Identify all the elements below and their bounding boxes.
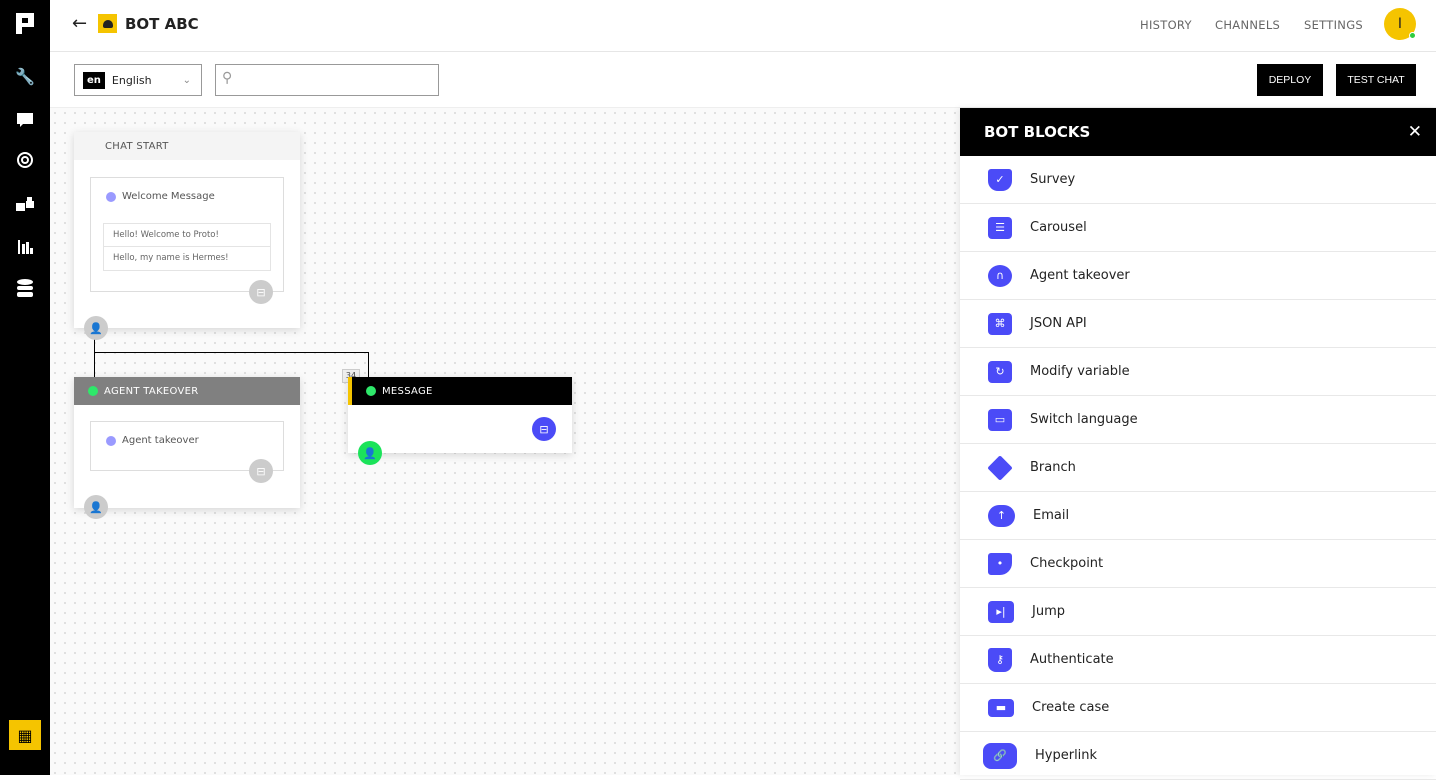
- wrench-icon[interactable]: 🔧: [15, 66, 35, 86]
- chat-start-node[interactable]: CHAT START Welcome Message Hello! Welcom…: [74, 132, 300, 340]
- block-label: Agent takeover: [1030, 268, 1130, 283]
- block-carousel[interactable]: ☰ Carousel: [960, 204, 1436, 252]
- logo-icon[interactable]: [13, 12, 37, 36]
- block-label: Checkpoint: [1030, 556, 1104, 571]
- building-icon[interactable]: ▦: [9, 720, 41, 750]
- back-arrow-icon[interactable]: ←: [72, 13, 88, 34]
- chat-bubble-icon: [88, 386, 98, 396]
- node-title: MESSAGE: [382, 385, 433, 397]
- block-agent-takeover[interactable]: ∩ Agent takeover: [960, 252, 1436, 300]
- connector-line: [94, 352, 369, 353]
- card-title: Agent takeover: [122, 435, 199, 446]
- close-icon[interactable]: ✕: [1407, 122, 1422, 142]
- block-checkpoint[interactable]: • Checkpoint: [960, 540, 1436, 588]
- add-bot-reply-icon[interactable]: ⊟: [532, 417, 556, 441]
- connector-line: [94, 336, 95, 377]
- cloud-upload-icon: ↑: [988, 504, 1015, 527]
- database-icon[interactable]: [13, 276, 37, 300]
- block-label: Hyperlink: [1035, 748, 1098, 763]
- message-text: Hello, my name is Hermes!: [113, 253, 229, 263]
- avatar[interactable]: I: [1384, 8, 1416, 40]
- lang-label: English: [111, 73, 152, 87]
- briefcase-icon: ▬: [988, 698, 1014, 717]
- nav-history[interactable]: HISTORY: [1140, 18, 1192, 32]
- blocks-icon[interactable]: [13, 192, 37, 216]
- connector-line: [368, 352, 369, 377]
- node-title: AGENT TAKEOVER: [104, 385, 199, 397]
- block-json-api[interactable]: ⌘ JSON API: [960, 300, 1436, 348]
- add-user-icon[interactable]: 👤: [84, 316, 108, 340]
- search-icon: ⚲: [222, 70, 233, 86]
- add-user-icon[interactable]: 👤: [84, 495, 108, 519]
- block-hyperlink[interactable]: 🔗 Hyperlink: [960, 732, 1436, 780]
- block-label: Email: [1033, 508, 1070, 523]
- chat-bubble-icon: [106, 191, 116, 202]
- block-modify-variable[interactable]: ↻ Modify variable: [960, 348, 1436, 396]
- lang-code: en: [83, 71, 105, 89]
- block-jump[interactable]: ▸| Jump: [960, 588, 1436, 636]
- tag-icon: •: [988, 552, 1012, 575]
- card-title: Welcome Message: [122, 191, 215, 202]
- avatar-initial: I: [1397, 16, 1403, 32]
- target-icon[interactable]: [13, 148, 37, 172]
- refresh-icon: ↻: [988, 360, 1012, 383]
- online-status-dot: [1409, 32, 1416, 39]
- language-select[interactable]: en English ⌄: [74, 64, 202, 96]
- block-label: Survey: [1030, 172, 1076, 187]
- header: ← BOT ABC HISTORY CHANNELS SETTINGS: [50, 0, 1436, 52]
- block-label: Jump: [1032, 604, 1065, 619]
- page-title: BOT ABC: [125, 15, 199, 33]
- message-node[interactable]: MESSAGE ⊟ 👤: [348, 377, 572, 465]
- link-icon: 🔗: [983, 742, 1017, 769]
- search-input[interactable]: ⚲: [215, 64, 439, 96]
- nav-settings[interactable]: SETTINGS: [1304, 18, 1364, 32]
- chat-icon[interactable]: [13, 108, 37, 132]
- test-chat-button[interactable]: TEST CHAT: [1336, 64, 1416, 96]
- message-text: Hello! Welcome to Proto!: [104, 224, 270, 247]
- block-switch-language[interactable]: ▭ Switch language: [960, 396, 1436, 444]
- list-icon: ☰: [988, 216, 1012, 239]
- skip-icon: ▸|: [988, 600, 1014, 623]
- nav-channels[interactable]: CHANNELS: [1215, 18, 1281, 32]
- language-icon: ▭: [988, 408, 1012, 431]
- block-label: JSON API: [1030, 316, 1087, 331]
- key-icon: ⚷: [988, 647, 1012, 672]
- block-label: Branch: [1030, 460, 1076, 475]
- deploy-button[interactable]: DEPLOY: [1257, 64, 1323, 96]
- block-create-case[interactable]: ▬ Create case: [960, 684, 1436, 732]
- chat-bubble-icon: [366, 386, 376, 396]
- analytics-icon[interactable]: [13, 234, 37, 258]
- sidebar: 🔧 ▦: [0, 0, 50, 775]
- block-label: Carousel: [1030, 220, 1087, 235]
- agent-takeover-node[interactable]: AGENT TAKEOVER Agent takeover ⊟ 👤: [74, 377, 300, 519]
- bot-blocks-panel: BOT BLOCKS ✕ ✓ Survey ☰ Carousel ∩ Agent tak…: [960, 108, 1436, 780]
- bot-icon: [98, 14, 117, 33]
- headset-icon: [106, 435, 116, 446]
- add-bot-reply-icon[interactable]: ⊟: [249, 280, 273, 304]
- block-email[interactable]: ↑ Email: [960, 492, 1436, 540]
- add-bot-reply-icon[interactable]: ⊟: [249, 459, 273, 483]
- add-user-icon[interactable]: 👤: [358, 441, 382, 465]
- flow-canvas[interactable]: CHAT START Welcome Message Hello! Welcom…: [50, 108, 960, 775]
- command-icon: ⌘: [988, 312, 1012, 335]
- node-title: CHAT START: [74, 132, 300, 160]
- chevron-down-icon: ⌄: [182, 74, 191, 86]
- welcome-message-card[interactable]: Welcome Message Hello! Welcome to Proto!…: [90, 177, 284, 304]
- block-label: Switch language: [1030, 412, 1138, 427]
- headset-icon: ∩: [988, 264, 1012, 287]
- block-branch[interactable]: Branch: [960, 444, 1436, 492]
- toolbar: en English ⌄ ⚲ DEPLOY TEST CHAT: [50, 52, 1436, 108]
- block-authenticate[interactable]: ⚷ Authenticate: [960, 636, 1436, 684]
- block-label: Create case: [1032, 700, 1110, 715]
- block-survey[interactable]: ✓ Survey: [960, 156, 1436, 204]
- shield-check-icon: ✓: [988, 168, 1012, 191]
- block-label: Modify variable: [1030, 364, 1130, 379]
- block-label: Authenticate: [1030, 652, 1114, 667]
- panel-title: BOT BLOCKS: [984, 123, 1091, 141]
- branch-icon: [987, 454, 1013, 481]
- agent-takeover-card[interactable]: Agent takeover ⊟: [90, 421, 284, 483]
